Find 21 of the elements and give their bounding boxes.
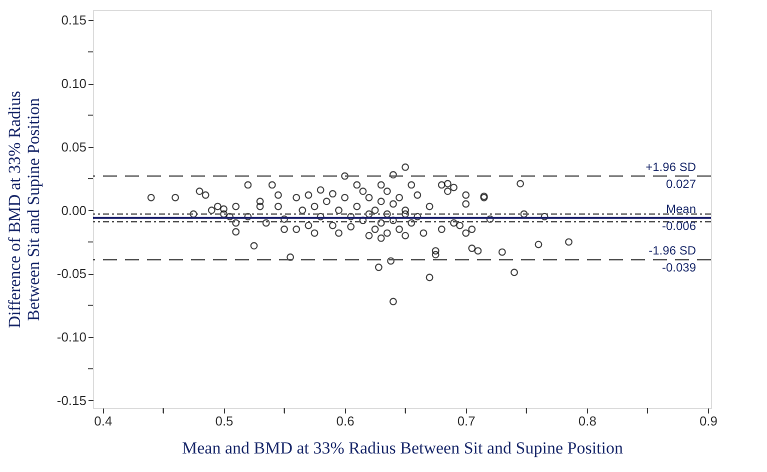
y-tick-label: 0.05 [61,139,86,154]
y-tick-label: 0.15 [61,12,86,28]
y-tick-label: -0.15 [56,392,86,408]
y-tick-label: -0.10 [56,330,86,345]
ref-line-label: -1.96 SD [648,244,696,258]
x-tick-label: 0.8 [578,414,596,428]
annotation: 0.027 [666,177,696,192]
x-axis-title: Mean and BMD at 33% Radius Between Sit and Supine Position [182,438,624,458]
ref-line-label: Mean [666,202,696,216]
annotation: -0.006 [662,218,696,233]
y-tick-label: -0.05 [56,266,86,282]
y-tick-label: 0.10 [61,76,86,92]
y-tick-label: 0.00 [61,202,86,218]
ref-line-label: +1.96 SD [646,160,696,174]
x-tick-label: 0.9 [699,414,718,428]
x-tick-label: 0.5 [215,414,234,428]
y-axis-title: Difference of BMD at 33% Radius Between Sit and Supine Position [4,90,43,328]
annotation: -0.039 [662,260,696,275]
x-tick-label: 0.6 [336,414,354,428]
x-tick-label: 0.7 [457,414,476,428]
x-tick-label: 0.4 [94,414,112,428]
